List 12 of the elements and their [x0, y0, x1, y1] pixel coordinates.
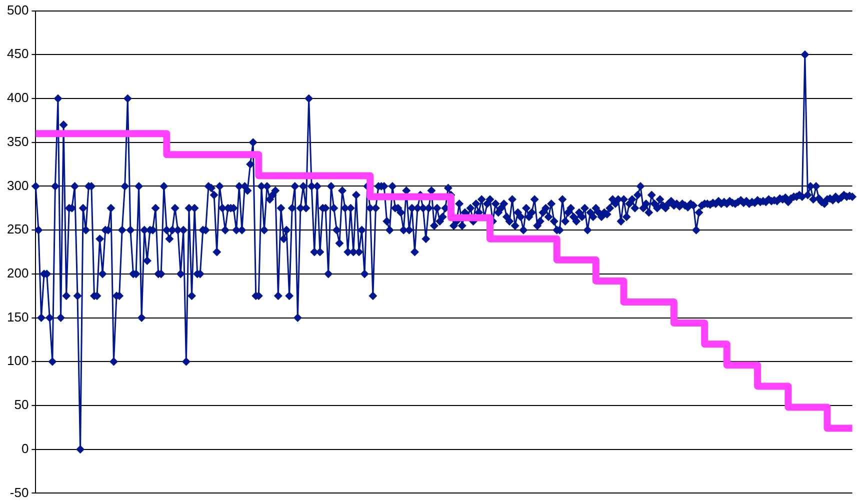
y-tick-label: 0: [21, 440, 29, 456]
y-tick-label: 50: [14, 397, 29, 412]
y-tick-label: 250: [6, 222, 29, 237]
y-tick-label: 100: [6, 353, 29, 368]
y-tick-label: -50: [10, 484, 29, 500]
y-tick-label: 350: [6, 134, 29, 149]
y-tick-label: 500: [6, 2, 29, 18]
y-tick-label: 200: [6, 266, 29, 281]
y-tick-label: 150: [6, 309, 29, 324]
y-tick-label: 400: [6, 90, 29, 106]
y-tick-label: 450: [6, 46, 29, 62]
y-tick-label: 300: [6, 178, 29, 193]
